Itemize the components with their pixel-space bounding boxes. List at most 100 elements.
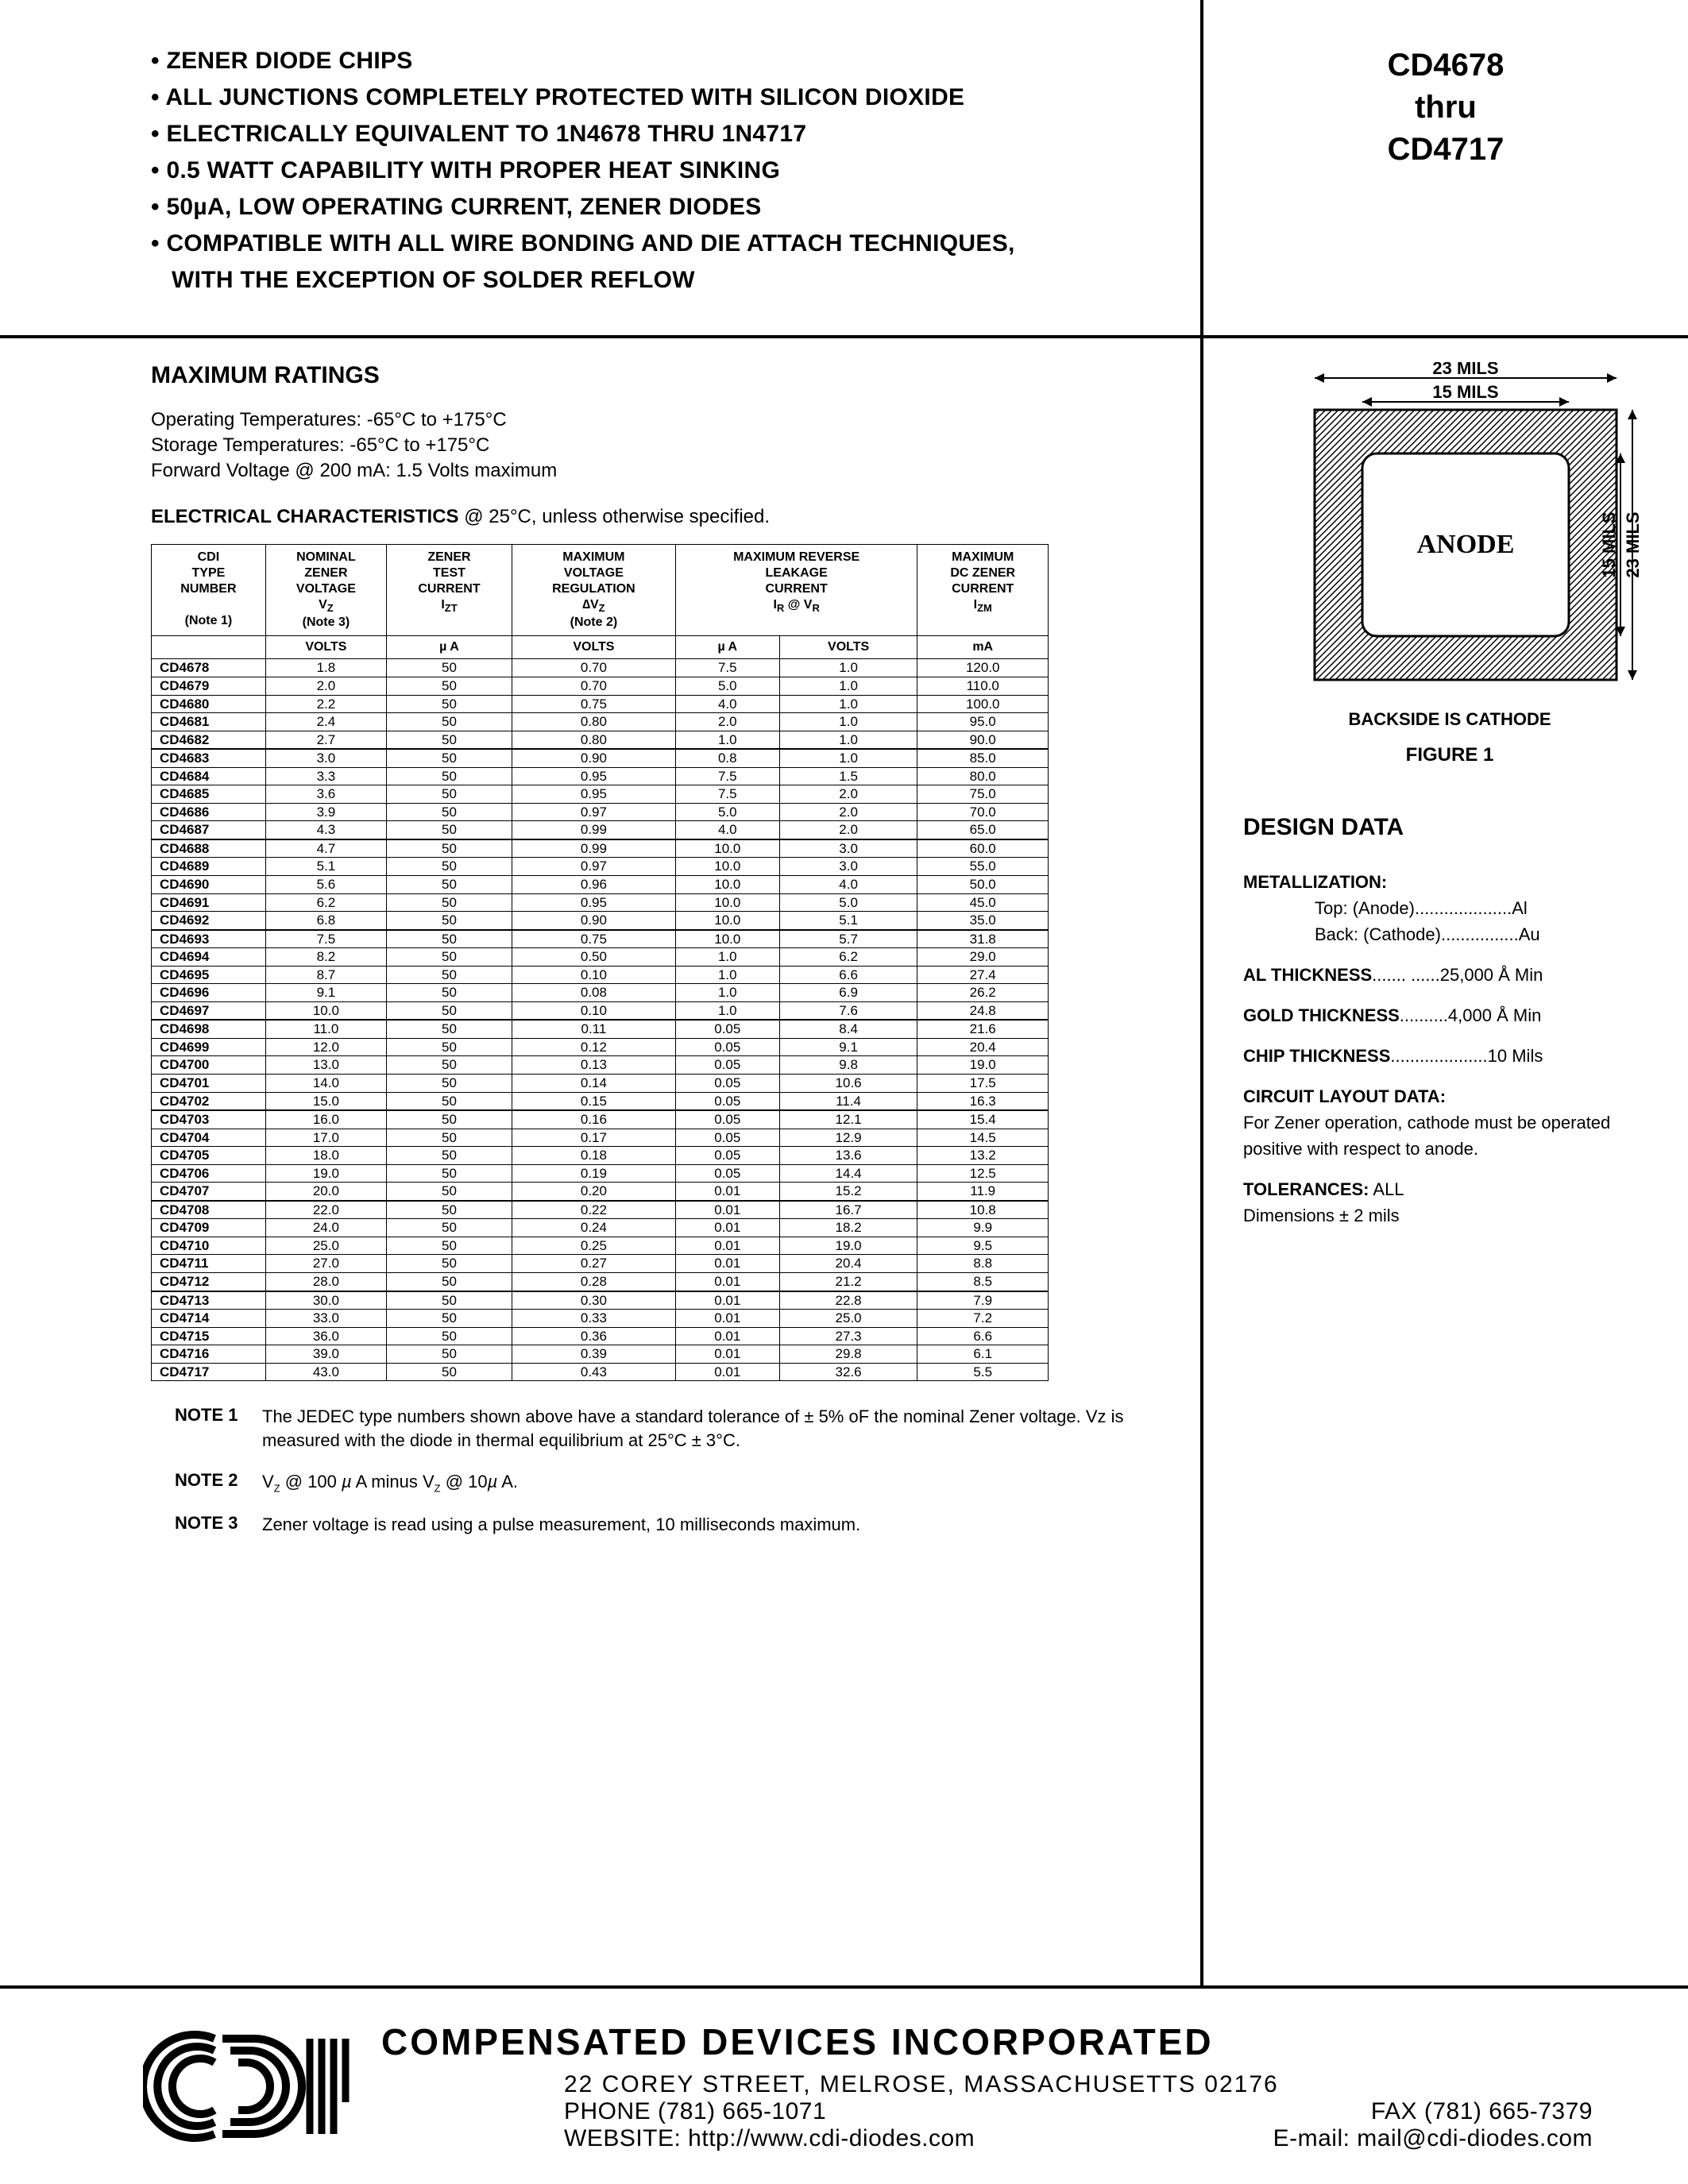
table-cell: 0.27 — [512, 1255, 676, 1273]
table-cell: 50 — [386, 966, 512, 984]
table-cell: 1.0 — [779, 695, 917, 713]
table-cell: 5.7 — [779, 930, 917, 948]
table-cell: 25.0 — [265, 1237, 386, 1255]
table-row: CD470013.0500.130.059.819.0 — [152, 1056, 1049, 1075]
table-cell: 5.5 — [917, 1363, 1049, 1381]
table-cell: 5.0 — [675, 677, 779, 695]
table-cell: 3.9 — [265, 803, 386, 821]
footer: COMPENSATED DEVICES INCORPORATED 22 CORE… — [0, 1989, 1688, 2184]
table-cell: CD4679 — [152, 677, 266, 695]
table-cell: 0.80 — [512, 731, 676, 749]
table-cell: 50 — [386, 1110, 512, 1129]
table-cell: 1.0 — [675, 948, 779, 967]
table-cell: CD4682 — [152, 731, 266, 749]
table-cell: 0.11 — [512, 1020, 676, 1038]
table-row: CD46905.6500.9610.04.050.0 — [152, 876, 1049, 894]
table-cell: 0.90 — [512, 912, 676, 930]
table-row: CD471127.0500.270.0120.48.8 — [152, 1255, 1049, 1273]
notes-block: NOTE 1 The JEDEC type numbers shown abov… — [151, 1405, 1168, 1536]
table-cell: 0.19 — [512, 1164, 676, 1183]
col-header: CDI TYPE NUMBER (Note 1) — [152, 545, 266, 636]
table-cell: 27.0 — [265, 1255, 386, 1273]
table-cell: 2.7 — [265, 731, 386, 749]
table-cell: 18.0 — [265, 1147, 386, 1165]
table-cell: 2.0 — [779, 803, 917, 821]
table-cell: 50 — [386, 659, 512, 677]
unit-cell: VOLTS — [265, 636, 386, 659]
table-cell: 16.0 — [265, 1110, 386, 1129]
table-cell: CD4698 — [152, 1020, 266, 1038]
table-cell: 50 — [386, 1020, 512, 1038]
table-cell: 3.0 — [779, 858, 917, 876]
table-cell: 22.0 — [265, 1201, 386, 1219]
table-cell: 5.0 — [675, 803, 779, 821]
table-cell: 14.4 — [779, 1164, 917, 1183]
table-cell: 50 — [386, 767, 512, 785]
table-cell: 0.05 — [675, 1056, 779, 1075]
table-cell: 1.0 — [675, 966, 779, 984]
table-cell: 10.0 — [675, 839, 779, 858]
table-cell: 22.8 — [779, 1291, 917, 1310]
table-row: CD46874.3500.994.02.065.0 — [152, 821, 1049, 839]
table-cell: 1.8 — [265, 659, 386, 677]
table-cell: 50 — [386, 1219, 512, 1237]
table-cell: 30.0 — [265, 1291, 386, 1310]
table-cell: 50 — [386, 1038, 512, 1056]
table-cell: 27.4 — [917, 966, 1049, 984]
table-cell: 95.0 — [917, 713, 1049, 731]
table-row: CD469710.0500.101.07.624.8 — [152, 1001, 1049, 1020]
table-row: CD470114.0500.140.0510.617.5 — [152, 1075, 1049, 1093]
feature-item: • COMPATIBLE WITH ALL WIRE BONDING AND D… — [151, 230, 1168, 257]
table-cell: 7.2 — [917, 1310, 1049, 1328]
col-header: ZENER TEST CURRENT IZT — [386, 545, 512, 636]
table-cell: 8.5 — [917, 1273, 1049, 1291]
table-cell: 80.0 — [917, 767, 1049, 785]
table-cell: 50 — [386, 821, 512, 839]
table-cell: 14.5 — [917, 1129, 1049, 1147]
table-cell: 20.4 — [779, 1255, 917, 1273]
table-cell: 10.0 — [675, 876, 779, 894]
note-text: Zener voltage is read using a pulse meas… — [262, 1513, 1168, 1537]
table-cell: 19.0 — [779, 1237, 917, 1255]
table-row: CD471743.0500.430.0132.65.5 — [152, 1363, 1049, 1381]
table-row: CD46969.1500.081.06.926.2 — [152, 984, 1049, 1002]
part-to: CD4717 — [1235, 132, 1656, 168]
table-cell: 50 — [386, 1075, 512, 1093]
table-cell: 10.0 — [265, 1001, 386, 1020]
table-cell: 1.0 — [779, 659, 917, 677]
table-cell: 0.05 — [675, 1092, 779, 1110]
table-row: CD46958.7500.101.06.627.4 — [152, 966, 1049, 984]
table-row: CD46802.2500.754.01.0100.0 — [152, 695, 1049, 713]
table-cell: 0.22 — [512, 1201, 676, 1219]
table-cell: 7.5 — [675, 767, 779, 785]
table-cell: 0.13 — [512, 1056, 676, 1075]
table-cell: 2.0 — [779, 821, 917, 839]
table-cell: 9.8 — [779, 1056, 917, 1075]
table-cell: 4.7 — [265, 839, 386, 858]
table-cell: 0.36 — [512, 1327, 676, 1345]
table-cell: CD4701 — [152, 1075, 266, 1093]
table-cell: 13.2 — [917, 1147, 1049, 1165]
feature-item: • ELECTRICALLY EQUIVALENT TO 1N4678 THRU… — [151, 121, 1168, 148]
table-cell: 0.01 — [675, 1291, 779, 1310]
table-cell: 7.5 — [675, 659, 779, 677]
table-cell: CD4712 — [152, 1273, 266, 1291]
table-cell: 0.39 — [512, 1345, 676, 1364]
feature-item: WITH THE EXCEPTION OF SOLDER REFLOW — [151, 267, 1168, 294]
table-cell: 50 — [386, 1291, 512, 1310]
table-cell: CD4702 — [152, 1092, 266, 1110]
table-cell: CD4703 — [152, 1110, 266, 1129]
figure-caption: BACKSIDE IS CATHODE — [1243, 709, 1656, 730]
col-header: MAXIMUM DC ZENER CURRENT IZM — [917, 545, 1049, 636]
table-cell: 0.01 — [675, 1183, 779, 1201]
table-cell: CD4717 — [152, 1363, 266, 1381]
table-cell: 0.25 — [512, 1237, 676, 1255]
table-row: CD46812.4500.802.01.095.0 — [152, 713, 1049, 731]
table-cell: 10.0 — [675, 858, 779, 876]
table-cell: 0.50 — [512, 948, 676, 967]
table-cell: 50 — [386, 984, 512, 1002]
table-row: CD470215.0500.150.0511.416.3 — [152, 1092, 1049, 1110]
unit-cell: VOLTS — [779, 636, 917, 659]
table-cell: 0.75 — [512, 695, 676, 713]
table-cell: 1.0 — [675, 984, 779, 1002]
